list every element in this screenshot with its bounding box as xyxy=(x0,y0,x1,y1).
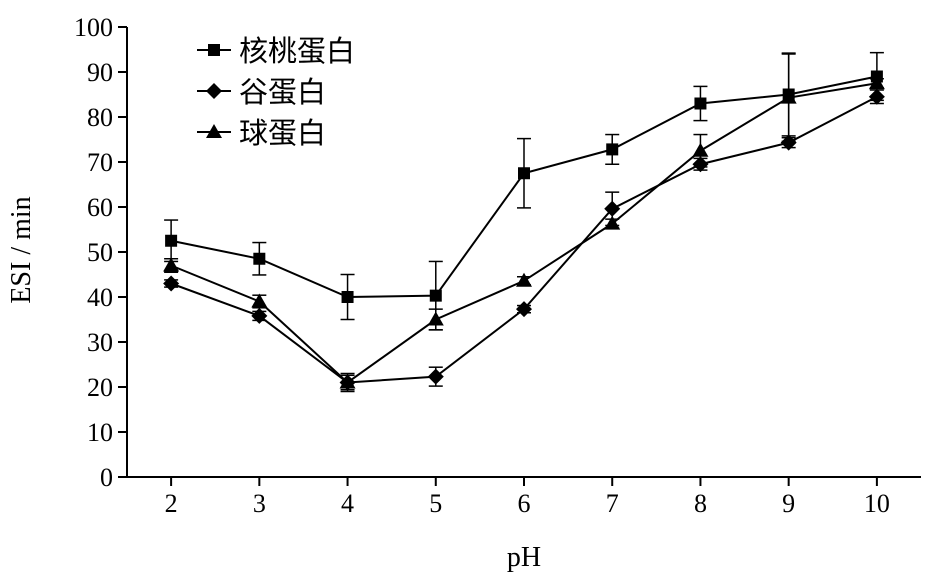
data-point xyxy=(427,311,444,326)
data-point xyxy=(780,89,797,104)
legend-marker xyxy=(206,83,222,99)
x-tick-label: 10 xyxy=(864,489,890,518)
data-point xyxy=(604,200,621,217)
series-triangle xyxy=(163,53,885,391)
x-tick-label: 4 xyxy=(341,489,354,518)
legend-label: 球蛋白 xyxy=(239,116,326,150)
legend-item: 谷蛋白 xyxy=(197,75,326,109)
data-point xyxy=(694,97,707,110)
legend-item: 球蛋白 xyxy=(197,116,326,150)
x-tick-label: 7 xyxy=(606,489,619,518)
y-tick-label: 70 xyxy=(87,148,113,177)
y-tick-label: 90 xyxy=(87,58,113,87)
data-point xyxy=(692,142,709,157)
data-point xyxy=(516,272,532,287)
x-tick-label: 6 xyxy=(518,489,531,518)
legend-label: 谷蛋白 xyxy=(239,75,326,109)
data-point xyxy=(604,215,621,230)
x-tick-label: 3 xyxy=(253,489,266,518)
data-point xyxy=(251,293,268,308)
x-ticks: 2 3 4 5 6 7 8 9 10 xyxy=(165,477,890,518)
data-point xyxy=(339,374,356,389)
x-tick-label: 9 xyxy=(782,489,795,518)
y-tick-label: 30 xyxy=(87,328,113,357)
x-axis-label: pH xyxy=(507,542,541,573)
data-point xyxy=(429,289,442,302)
data-point xyxy=(868,75,885,90)
y-tick-label: 50 xyxy=(87,238,113,267)
y-axis-label: ESI / min xyxy=(6,196,37,303)
data-point xyxy=(518,167,530,180)
y-tick-label: 100 xyxy=(74,13,113,42)
series-layer xyxy=(163,51,885,393)
data-point xyxy=(165,234,178,247)
y-tick-label: 80 xyxy=(87,103,113,132)
y-tick-label: 0 xyxy=(100,463,113,492)
data-point xyxy=(163,275,180,292)
data-point xyxy=(780,134,797,151)
data-point xyxy=(606,143,619,156)
x-tick-label: 2 xyxy=(165,489,178,518)
data-point xyxy=(427,368,444,385)
x-tick-label: 5 xyxy=(429,489,442,518)
legend-marker xyxy=(206,124,222,138)
y-tick-label: 10 xyxy=(87,418,113,447)
axes: 2 3 4 5 6 7 8 9 10 0 10 20 30 40 50 60 70 80 90 100 xyxy=(74,13,921,518)
data-point xyxy=(251,307,268,324)
data-point xyxy=(163,257,180,272)
data-point xyxy=(868,88,885,105)
legend-item: 核桃蛋白 xyxy=(197,34,355,68)
legend-label: 核桃蛋白 xyxy=(239,34,355,68)
data-point xyxy=(341,291,354,303)
data-point xyxy=(516,301,532,318)
x-tick-label: 8 xyxy=(694,489,707,518)
y-tick-label: 40 xyxy=(87,283,113,312)
y-tick-label: 60 xyxy=(87,193,113,222)
data-point xyxy=(253,252,266,265)
y-ticks: 0 10 20 30 40 50 60 70 80 90 100 xyxy=(74,13,127,492)
y-tick-label: 20 xyxy=(87,373,113,402)
legend-marker xyxy=(208,44,220,56)
